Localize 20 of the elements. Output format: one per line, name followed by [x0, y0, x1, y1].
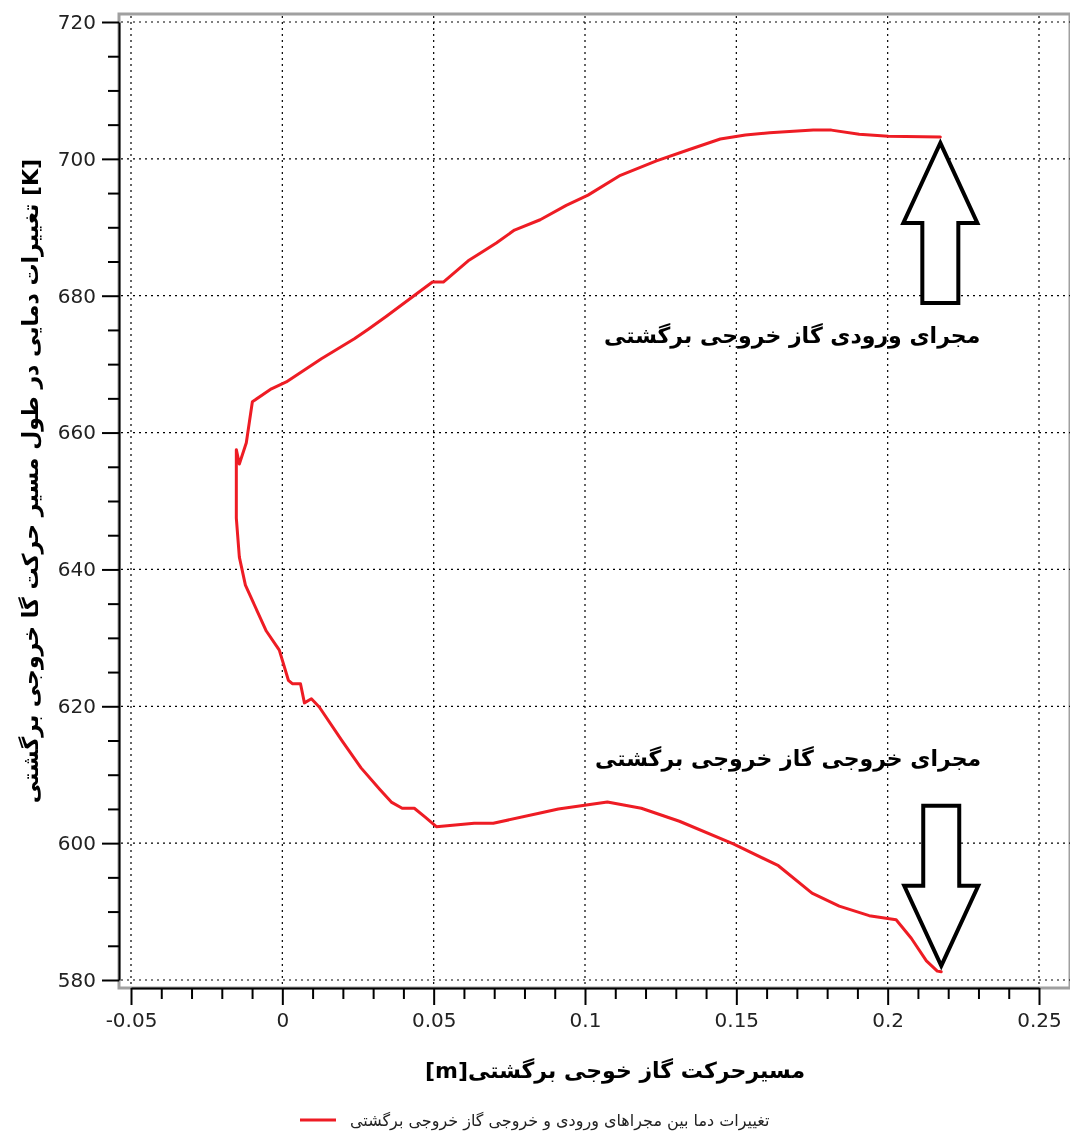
- y-axis-title: تغییرات دمایی در طول مسیر حرکت گا خروجی برگشتی [K]: [17, 158, 44, 804]
- y-tick-label: 600: [57, 831, 96, 856]
- y-tick-label: 640: [57, 557, 96, 582]
- x-tick-label: 0.25: [1017, 1008, 1062, 1033]
- y-tick-label: 580: [57, 967, 96, 992]
- x-tick-label: 0.05: [411, 1008, 457, 1033]
- y-tick-label: 680: [57, 283, 96, 308]
- annotation: مجرای ورودی گاز خروجی برگشتی: [603, 321, 981, 349]
- x-tick-label: 0: [276, 1008, 290, 1033]
- x-tick-label: 0.15: [714, 1008, 760, 1033]
- x-axis-title: [m]مسیرحرکت گاز خوجی برگشتی: [424, 1057, 806, 1084]
- y-tick-label: 700: [57, 146, 96, 171]
- x-tick-label: -0.05: [105, 1008, 158, 1033]
- x-tick-label: 0.1: [569, 1008, 602, 1033]
- annotation: مجرای خروجی گاز خروجی برگشتی: [594, 744, 982, 772]
- y-tick-label: 620: [57, 694, 96, 719]
- y-tick-label: 660: [57, 420, 96, 445]
- x-tick-label: 0.2: [872, 1008, 905, 1033]
- legend-label: تغییرات دما بین مجراهای ورودی و خروجی گاز خروجی برگشتی: [350, 1110, 770, 1131]
- y-tick-label: 720: [57, 9, 96, 34]
